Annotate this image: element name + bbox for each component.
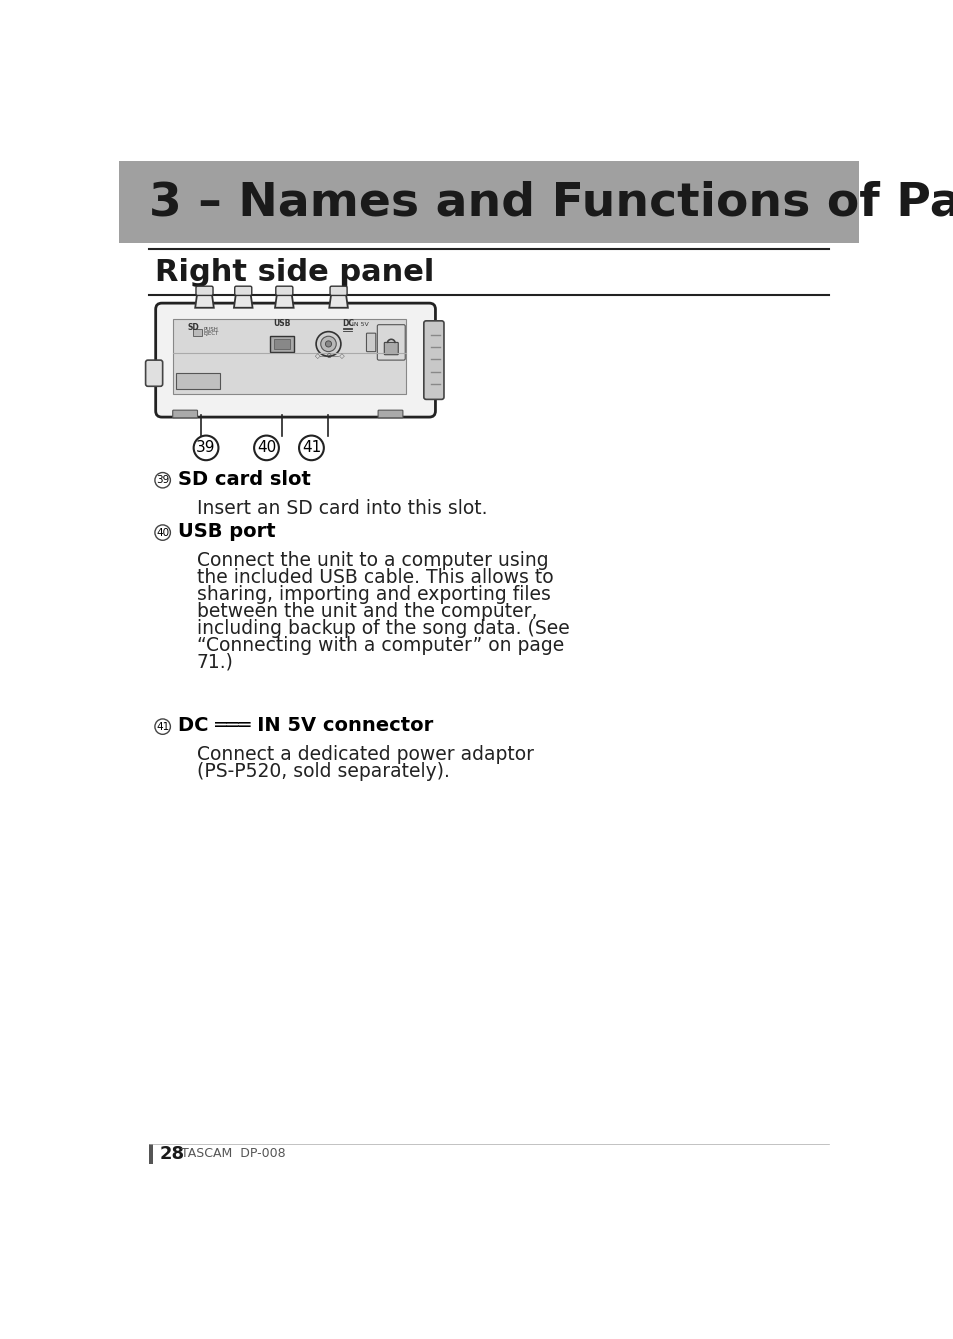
Text: 40: 40	[256, 441, 275, 455]
FancyBboxPatch shape	[234, 287, 252, 296]
Circle shape	[320, 336, 335, 352]
FancyBboxPatch shape	[366, 333, 375, 352]
Text: (PS-P520, sold separately).: (PS-P520, sold separately).	[196, 762, 449, 781]
Text: SD card slot: SD card slot	[178, 470, 311, 489]
Text: sharing, importing and exporting files: sharing, importing and exporting files	[196, 585, 550, 604]
FancyBboxPatch shape	[146, 360, 162, 386]
Text: IN 5V: IN 5V	[352, 323, 368, 327]
FancyBboxPatch shape	[423, 321, 443, 399]
Circle shape	[253, 435, 278, 461]
Text: ◇—⊙—◇: ◇—⊙—◇	[314, 353, 345, 360]
Circle shape	[154, 525, 171, 541]
Polygon shape	[329, 291, 348, 308]
Text: USB port: USB port	[178, 522, 275, 541]
Text: “Connecting with a computer” on page: “Connecting with a computer” on page	[196, 636, 563, 655]
Polygon shape	[274, 291, 294, 308]
FancyBboxPatch shape	[275, 287, 293, 296]
Text: Right side panel: Right side panel	[154, 258, 434, 287]
Text: 39: 39	[156, 475, 169, 485]
Text: 28: 28	[159, 1145, 185, 1164]
FancyBboxPatch shape	[195, 287, 213, 296]
Circle shape	[298, 435, 323, 461]
Text: 71.): 71.)	[196, 652, 233, 672]
FancyBboxPatch shape	[172, 410, 197, 418]
Text: 3 – Names and Functions of Parts: 3 – Names and Functions of Parts	[149, 181, 953, 226]
FancyBboxPatch shape	[175, 374, 220, 388]
Text: Connect the unit to a computer using: Connect the unit to a computer using	[196, 552, 548, 570]
Text: including backup of the song data. (See: including backup of the song data. (See	[196, 619, 569, 637]
Text: 41: 41	[156, 722, 169, 731]
Text: between the unit and the computer,: between the unit and the computer,	[196, 603, 537, 621]
FancyBboxPatch shape	[172, 319, 406, 394]
Circle shape	[154, 473, 171, 487]
Circle shape	[315, 332, 340, 356]
Circle shape	[325, 341, 332, 347]
Text: USB: USB	[273, 319, 291, 328]
FancyBboxPatch shape	[193, 329, 202, 336]
Text: EJECT: EJECT	[204, 332, 219, 336]
Text: 40: 40	[156, 528, 169, 537]
FancyBboxPatch shape	[270, 336, 294, 352]
Polygon shape	[233, 291, 253, 308]
Text: the included USB cable. This allows to: the included USB cable. This allows to	[196, 568, 553, 586]
Text: Connect a dedicated power adaptor: Connect a dedicated power adaptor	[196, 744, 533, 765]
Text: DC: DC	[342, 319, 355, 328]
FancyBboxPatch shape	[274, 339, 290, 348]
FancyBboxPatch shape	[377, 324, 405, 360]
FancyBboxPatch shape	[155, 303, 435, 416]
Text: 41: 41	[301, 441, 321, 455]
Text: SD: SD	[187, 323, 199, 332]
Text: TASCAM  DP-008: TASCAM DP-008	[181, 1148, 286, 1161]
Text: DC ═══ IN 5V connector: DC ═══ IN 5V connector	[178, 716, 433, 735]
FancyBboxPatch shape	[384, 343, 397, 355]
Text: 39: 39	[196, 441, 215, 455]
Polygon shape	[195, 291, 213, 308]
Text: PUSH: PUSH	[204, 327, 218, 332]
FancyBboxPatch shape	[377, 410, 402, 418]
FancyBboxPatch shape	[119, 161, 858, 244]
Circle shape	[193, 435, 218, 461]
Circle shape	[154, 719, 171, 734]
FancyBboxPatch shape	[330, 287, 347, 296]
FancyBboxPatch shape	[149, 1144, 152, 1164]
Text: Insert an SD card into this slot.: Insert an SD card into this slot.	[196, 498, 487, 518]
